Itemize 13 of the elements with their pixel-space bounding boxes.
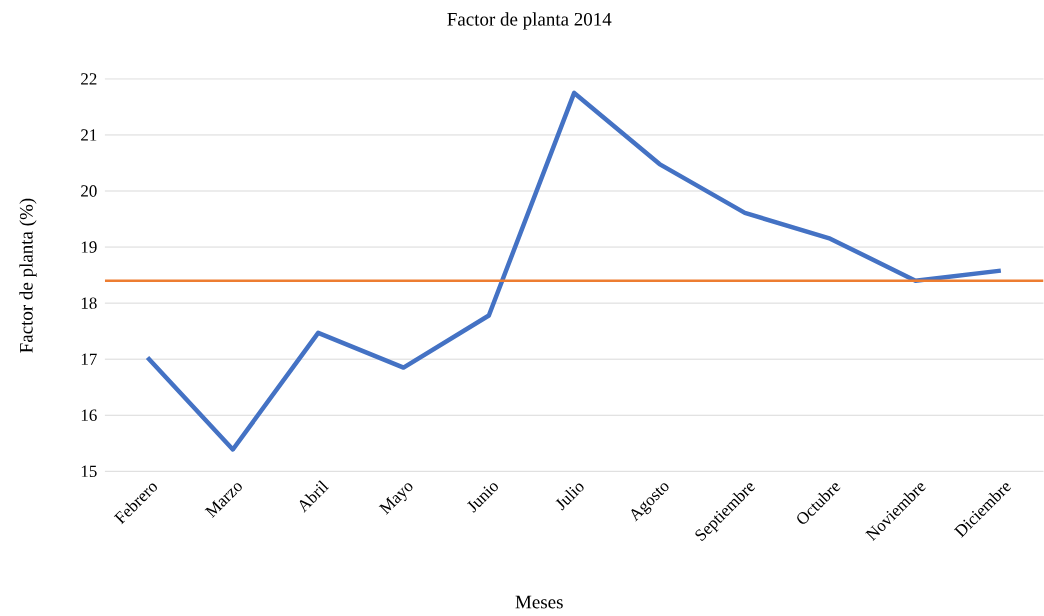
y-tick-label: 22 <box>81 73 97 85</box>
y-axis-title: Factor de planta (%) <box>19 198 37 353</box>
x-axis-title: Meses <box>515 595 563 609</box>
y-tick-label: 21 <box>81 129 97 141</box>
y-tick-label: 19 <box>81 241 97 253</box>
y-tick-label: 16 <box>81 409 97 421</box>
y-tick-label: 15 <box>81 465 97 477</box>
y-tick-label: 18 <box>81 297 97 309</box>
chart-title: Factor de planta 2014 <box>447 12 612 30</box>
y-tick-label: 17 <box>81 353 97 365</box>
x-tick-label: Julio <box>555 483 584 511</box>
y-tick-label: 20 <box>81 185 97 197</box>
line-series <box>145 90 1004 452</box>
